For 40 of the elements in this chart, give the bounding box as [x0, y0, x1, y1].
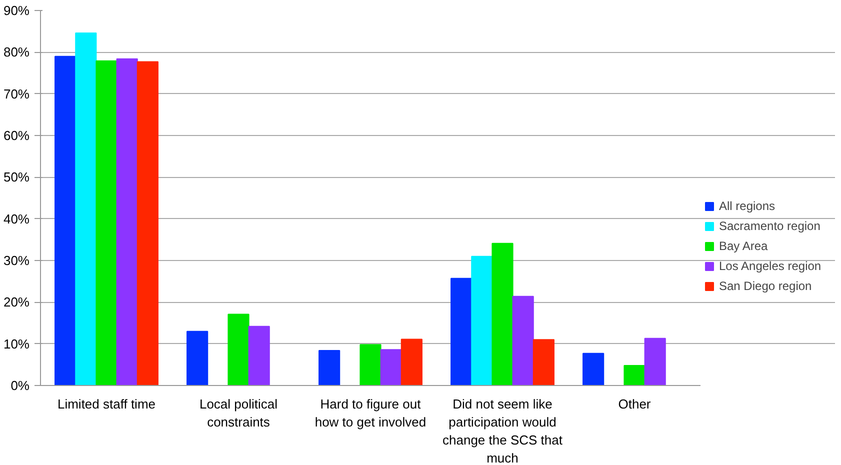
y-tick-label: 10% — [3, 336, 30, 352]
bar — [360, 344, 382, 386]
bar — [644, 338, 666, 386]
bar — [624, 365, 646, 386]
y-tick-label: 60% — [3, 128, 30, 143]
x-tick-label: Local political constraints — [199, 396, 278, 430]
bar — [532, 339, 554, 386]
bar — [96, 60, 118, 386]
bar — [75, 32, 97, 386]
bar — [492, 242, 514, 386]
bar — [248, 326, 270, 386]
bar — [380, 349, 402, 386]
y-tick-label: 30% — [3, 253, 30, 268]
y-tick-label: 80% — [3, 44, 30, 60]
legend-label: Los Angeles region — [719, 259, 822, 273]
y-tick-label: 70% — [3, 86, 30, 102]
bar — [186, 330, 208, 386]
x-tick-label: Other — [618, 396, 652, 412]
bar — [582, 352, 604, 386]
bar — [400, 338, 422, 386]
bar — [54, 56, 76, 386]
y-tick-label: 50% — [3, 170, 30, 185]
legend-label: Sacramento region — [719, 219, 820, 233]
bar — [136, 61, 158, 386]
bar — [116, 58, 138, 386]
y-tick-label: 90% — [3, 3, 30, 18]
bar — [450, 278, 472, 386]
x-tick-label: Did not seem like participation would change the SCS that much — [442, 396, 563, 465]
legend-label: Bay Area — [719, 239, 768, 253]
legend-label: All regions — [719, 199, 776, 213]
y-tick-label: 20% — [3, 294, 30, 310]
bar — [228, 314, 250, 386]
y-tick-label: 0% — [10, 378, 30, 393]
bar — [318, 350, 340, 386]
x-tick-label: Hard to figure out how to get involved — [314, 396, 426, 430]
legend-label: San Diego region — [719, 279, 812, 293]
bar — [471, 256, 493, 386]
bar — [512, 296, 534, 386]
x-tick-label: Limited staff time — [57, 396, 156, 412]
y-tick-label: 40% — [3, 211, 30, 226]
